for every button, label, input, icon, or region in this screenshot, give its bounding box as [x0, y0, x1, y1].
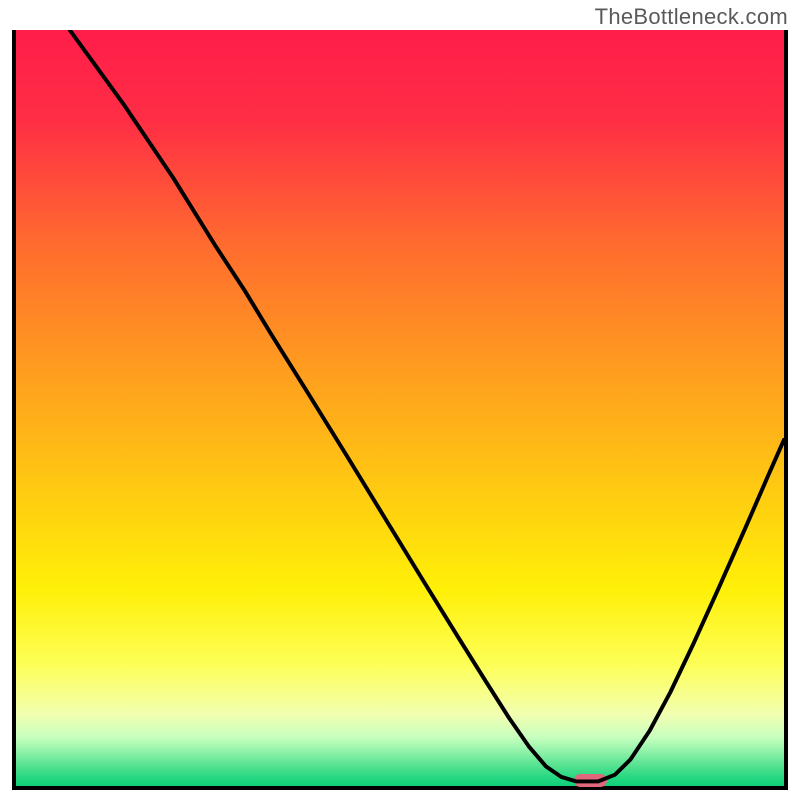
chart-gradient-background — [16, 30, 784, 786]
optimal-marker — [574, 774, 606, 788]
chart-frame — [12, 30, 788, 790]
watermark-text: TheBottleneck.com — [595, 4, 788, 30]
